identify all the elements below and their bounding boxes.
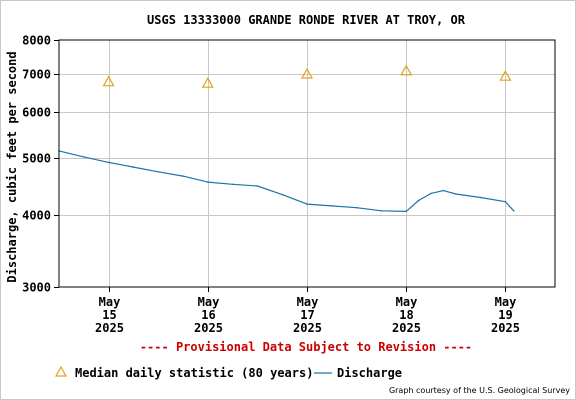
y-tick-label: 8000 [22,34,51,48]
legend-median-marker [54,365,68,377]
median-marker [201,76,214,88]
discharge-point [504,200,507,203]
x-tick-label: May 19 2025 [491,295,520,335]
discharge-point [405,210,408,213]
y-tick-label: 5000 [22,152,51,166]
discharge-point [281,193,284,196]
median-marker [499,69,512,81]
median-marker [400,64,413,76]
x-tick-label: May 17 2025 [293,295,322,335]
y-tick-label: 3000 [22,281,51,295]
discharge-point [83,156,85,158]
discharge-point [479,196,482,199]
discharge-point [512,210,515,212]
discharge-point [132,166,135,168]
discharge-point [306,203,308,205]
discharge-point [331,205,333,207]
discharge-point [107,161,110,164]
chart-title: USGS 13333000 GRANDE RONDE RIVER AT TROY… [147,13,466,27]
discharge-point [231,183,234,186]
x-tick-label: May 18 2025 [392,295,421,335]
x-tick-label: May 16 2025 [194,295,223,335]
discharge-line [58,150,515,212]
discharge-point [157,171,159,173]
y-axis-label: Discharge, cubic feet per second [5,51,19,282]
discharge-point [442,189,445,192]
y-tick-label: 6000 [22,106,51,120]
legend: Median daily statistic (80 years) Discha… [54,365,402,380]
discharge-point [455,193,457,195]
x-tick-label: May 15 2025 [95,295,124,335]
grid-lines [59,40,555,287]
legend-median-label: Median daily statistic (80 years) [75,366,313,380]
discharge-point [417,199,420,202]
discharge-point [207,181,209,183]
y-tick-labels: 3000 4000 5000 6000 7000 8000 [22,34,59,295]
discharge-point [355,206,358,209]
provisional-notice: ---- Provisional Data Subject to Revisio… [140,340,472,354]
discharge-point [380,210,383,212]
y-tick-label: 4000 [22,209,51,223]
median-marker [300,67,314,79]
discharge-point [430,192,432,195]
discharge-point [256,185,259,187]
credit-text: Graph courtesy of the U.S. Geological Su… [389,386,570,395]
median-marker [102,75,115,87]
series-layer [58,64,515,213]
legend-discharge-label: Discharge [337,366,402,380]
y-tick-label: 7000 [22,68,51,82]
discharge-point [182,175,184,177]
x-tick-labels: May 15 2025 May 16 2025 May 17 2025 May 18 2025 May 1… [95,287,520,335]
